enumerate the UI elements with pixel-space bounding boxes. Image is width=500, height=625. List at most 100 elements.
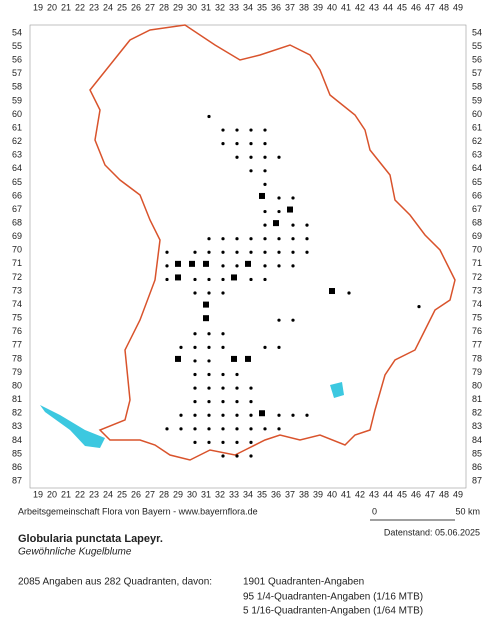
occurrence-dot (235, 237, 239, 241)
occurrence-dot (347, 291, 351, 295)
row-label: 83 (12, 421, 22, 431)
occurrence-dot (291, 196, 295, 200)
row-label: 76 (12, 326, 22, 336)
column-label: 48 (439, 489, 449, 499)
occurrence-dot (221, 345, 225, 349)
row-label: 58 (472, 82, 482, 92)
occurrence-square (203, 315, 209, 322)
column-label: 36 (271, 2, 281, 12)
title: Globularia punctata Lapeyr. (18, 533, 163, 545)
row-label: 72 (472, 272, 482, 282)
row-label: 61 (472, 122, 482, 132)
breakdown: 1901 Quadranten-Angaben (243, 577, 364, 588)
occurrence-dot (263, 427, 267, 431)
column-label: 41 (341, 2, 351, 12)
frame (29, 24, 467, 489)
row-label: 56 (12, 55, 22, 65)
occurrence-dot (305, 237, 309, 241)
occurrence-dot (277, 427, 281, 431)
occurrence-dot (207, 345, 211, 349)
occurrence-dot (277, 155, 281, 159)
occurrence-dot (263, 209, 267, 214)
column-label: 42 (355, 2, 365, 12)
row-label: 60 (12, 109, 22, 119)
row-label: 69 (12, 231, 22, 241)
occurrence-dot (221, 440, 225, 444)
row-label: 58 (12, 82, 22, 92)
column-label: 48 (439, 2, 449, 12)
scale-end: 50 km (455, 506, 480, 516)
column-label: 20 (47, 2, 57, 12)
occurrence-dot (263, 155, 267, 159)
column-label: 19 (33, 2, 43, 12)
column-label: 23 (89, 2, 99, 12)
occurrence-dot (277, 264, 281, 268)
column-label: 43 (369, 489, 379, 499)
occurrence-dot (249, 237, 253, 241)
column-label: 30 (187, 489, 197, 499)
column-label: 38 (299, 2, 309, 12)
column-label: 24 (103, 489, 113, 499)
occurrence-dot (277, 345, 281, 349)
column-label: 38 (299, 489, 309, 499)
occurrence-dot (249, 142, 253, 146)
column-label: 31 (201, 489, 211, 499)
row-label: 64 (472, 163, 482, 173)
column-label: 41 (341, 489, 351, 499)
occurrence-dot (221, 264, 225, 268)
occurrence-dot (221, 372, 225, 377)
occurrence-square (231, 274, 237, 281)
column-label: 23 (89, 489, 99, 499)
column-label: 27 (145, 2, 155, 12)
row-label: 68 (472, 217, 482, 227)
occurrence-dot (249, 427, 253, 431)
occurrence-dot (235, 427, 239, 431)
occurrence-dot (221, 332, 225, 336)
occurrence-dot (263, 182, 267, 186)
occurrence-square (189, 260, 195, 267)
row-label: 85 (12, 448, 22, 458)
occurrence-dot (305, 413, 309, 417)
column-label: 44 (383, 2, 393, 12)
row-label: 66 (472, 190, 482, 200)
column-label: 45 (397, 489, 407, 499)
column-label: 33 (229, 2, 239, 12)
row-label: 69 (472, 231, 482, 241)
occurrence-square (259, 192, 265, 199)
row-label: 78 (472, 353, 482, 363)
occurrence-square (245, 260, 251, 267)
column-label: 49 (453, 489, 463, 499)
occurrence-dot (193, 386, 197, 390)
column-label: 44 (383, 489, 393, 499)
column-label: 29 (173, 2, 183, 12)
occurrence-dot (193, 250, 197, 254)
column-label: 25 (117, 489, 127, 499)
column-label: 45 (397, 2, 407, 12)
lake-constance (40, 405, 105, 448)
occurrence-square (203, 301, 209, 308)
row-label: 67 (472, 204, 482, 214)
occurrence-dot (221, 142, 225, 146)
occurrence-square (273, 220, 279, 227)
row-label: 76 (472, 326, 482, 336)
occurrence-dot (207, 400, 211, 404)
occurrence-square (175, 355, 181, 362)
occurrence-dot (277, 318, 281, 322)
column-label: 25 (117, 2, 127, 12)
occurrence-dot (263, 128, 267, 132)
occurrence-dot (165, 427, 169, 431)
column-label: 34 (243, 2, 253, 12)
occurrence-dot (249, 454, 253, 458)
occurrence-dot (221, 413, 225, 417)
occurrence-dot (193, 291, 197, 295)
row-label: 57 (12, 68, 22, 78)
row-label: 54 (12, 27, 22, 37)
credit: Arbeitsgemeinschaft Flora von Bayern - w… (18, 506, 258, 516)
occurrence-dot (207, 332, 211, 336)
row-label: 62 (472, 136, 482, 146)
row-label: 79 (12, 367, 22, 377)
occurrence-dot (193, 332, 197, 336)
row-label: 73 (472, 285, 482, 295)
occurrence-dot (235, 128, 239, 132)
